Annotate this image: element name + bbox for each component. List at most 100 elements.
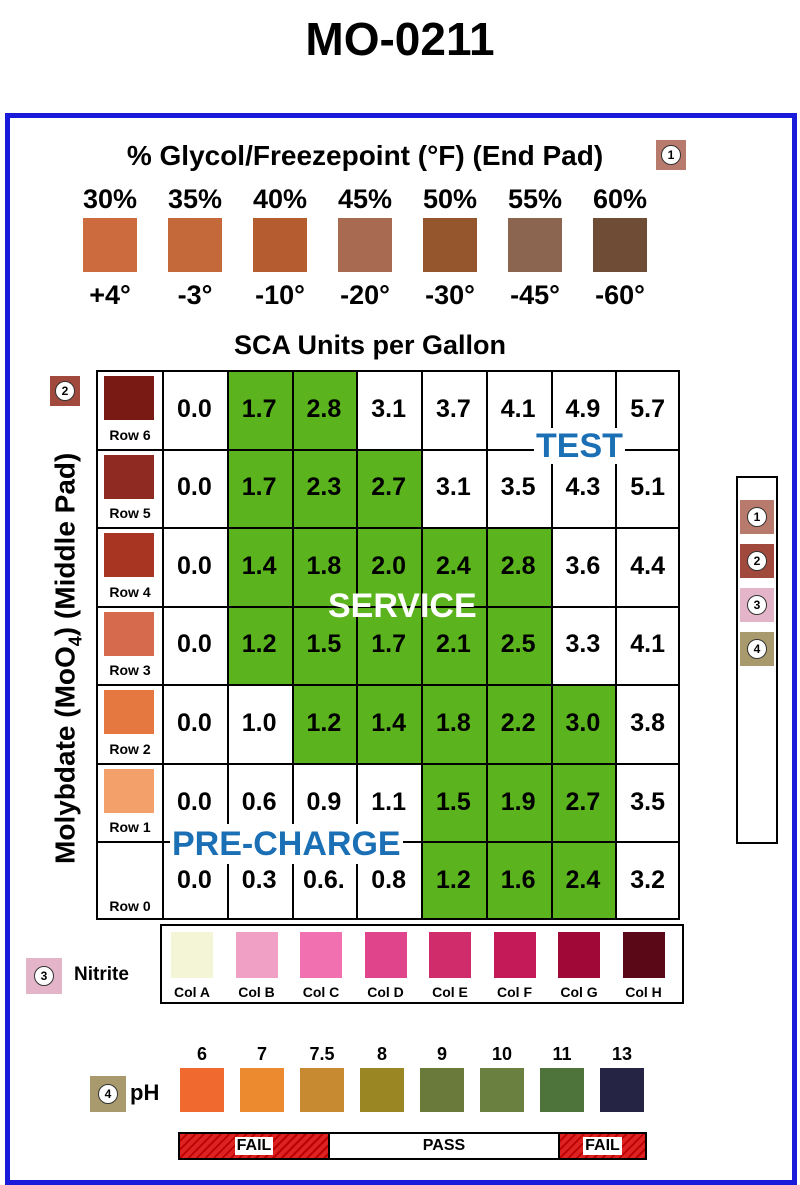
fail-left-segment: FAIL xyxy=(180,1134,328,1158)
ph-value: 11 xyxy=(552,1044,572,1064)
nitrite-swatch xyxy=(171,932,213,978)
freezepoint-value: -45° xyxy=(510,280,560,310)
glycol-percent: 45% xyxy=(337,184,393,214)
nitrite-columns: Col A Col B Col C Col D Col E Col F Col G Col H xyxy=(160,924,684,1004)
pass-segment: PASS xyxy=(328,1134,560,1158)
badge-number: 4 xyxy=(98,1084,118,1104)
row-label: Row 4 xyxy=(109,583,151,600)
grid-divider xyxy=(96,762,680,765)
nitrite-column: Col D xyxy=(360,930,412,1000)
nitrite-column: Col A xyxy=(166,930,218,1000)
sca-value: 2.0 xyxy=(371,551,406,580)
sca-value: 3.0 xyxy=(565,709,601,738)
row-swatch xyxy=(104,454,154,499)
ph-swatch xyxy=(300,1068,344,1112)
sca-value: 0.0 xyxy=(176,630,212,659)
service-zone-fill xyxy=(226,527,551,606)
sca-value: 0.0 xyxy=(176,394,212,423)
sca-value: 1.6 xyxy=(500,866,536,895)
row-label: Row 3 xyxy=(109,662,151,679)
nitrite-swatch xyxy=(235,932,278,978)
sca-value: 2.7 xyxy=(371,473,406,502)
sca-value: 0.0 xyxy=(176,787,212,816)
ph-swatch xyxy=(480,1068,524,1112)
column-label: Col E xyxy=(432,984,468,1000)
ph-swatch xyxy=(240,1068,284,1112)
sca-value: 2.1 xyxy=(435,630,471,659)
sca-value: 0.0 xyxy=(176,709,212,738)
nitrite-column: Col F xyxy=(489,930,541,1000)
glycol-percent: 30% xyxy=(82,184,138,214)
grid-divider xyxy=(162,370,164,920)
ph-value: 9 xyxy=(436,1044,447,1064)
glycol-percent: 40% xyxy=(252,184,308,214)
sca-value: 3.1 xyxy=(435,473,471,502)
grid-divider xyxy=(485,370,488,920)
grid-divider xyxy=(550,370,553,920)
sca-value: 4.1 xyxy=(630,630,665,659)
glycol-swatch xyxy=(423,218,477,272)
nitrite-badge: 3 xyxy=(26,958,62,994)
freezepoint-value: -30° xyxy=(425,280,475,310)
row-label: Row 1 xyxy=(109,819,151,836)
legend-pad: 2 xyxy=(740,544,774,578)
legend-pad: 1 xyxy=(740,500,774,534)
sca-value: 1.1 xyxy=(371,787,406,816)
grid-border xyxy=(96,370,680,920)
sca-value: 3.5 xyxy=(630,787,665,816)
nitrite-label: Nitrite xyxy=(74,964,129,985)
sca-value: 0.0 xyxy=(176,473,212,502)
glycol-swatch xyxy=(253,218,307,272)
ph-value: 7 xyxy=(256,1044,267,1064)
row-swatch xyxy=(104,376,154,420)
sca-value: 3.6 xyxy=(565,551,601,580)
glycol-swatch xyxy=(168,218,222,272)
legend-pad: 3 xyxy=(740,588,774,622)
row-label: Row 6 xyxy=(109,426,151,443)
sca-value: 1.5 xyxy=(306,630,342,659)
sca-title: SCA Units per Gallon xyxy=(233,330,507,360)
nitrite-column: Col C xyxy=(295,930,347,1000)
row-swatch xyxy=(104,611,154,656)
sca-value: 4.3 xyxy=(565,473,601,502)
service-zone-fill xyxy=(421,841,616,920)
service-zone-fill xyxy=(421,762,616,842)
sca-value: 2.7 xyxy=(565,787,601,816)
sca-value: 3.8 xyxy=(630,709,665,738)
sca-value: 3.7 xyxy=(435,394,471,423)
row-swatch xyxy=(104,768,154,813)
row-swatch xyxy=(104,690,154,735)
ph-value: 6 xyxy=(196,1044,207,1064)
freezepoint-value: -60° xyxy=(595,280,645,310)
freezepoint-value: -3° xyxy=(177,280,213,310)
sca-value: 5.7 xyxy=(630,394,665,423)
sca-value: 1.4 xyxy=(241,551,277,580)
ph-value: 13 xyxy=(611,1044,633,1064)
sca-value: 2.4 xyxy=(565,866,601,895)
sca-value: 0.0 xyxy=(176,866,212,895)
sca-value: 4.4 xyxy=(630,551,665,580)
grid-divider xyxy=(96,527,680,530)
grid-divider xyxy=(96,448,680,451)
freezepoint-value: +4° xyxy=(89,280,131,310)
nitrite-column: Col B xyxy=(231,930,283,1000)
grid-divider xyxy=(615,370,618,920)
badge-number: 2 xyxy=(55,381,75,401)
sca-value: 1.2 xyxy=(241,630,277,659)
freezepoint-value: -10° xyxy=(255,280,305,310)
sca-value: 2.8 xyxy=(306,394,342,423)
row-swatch xyxy=(104,533,154,578)
column-label: Col A xyxy=(173,984,211,1000)
freezepoint-value: -20° xyxy=(340,280,390,310)
sca-value: 1.2 xyxy=(435,866,471,895)
glycol-title: % Glycol/Freezepoint (°F) (End Pad) xyxy=(126,140,604,171)
nitrite-swatch xyxy=(300,932,342,978)
sca-value: 3.3 xyxy=(565,630,601,659)
ph-swatch xyxy=(420,1068,464,1112)
sca-value: 2.3 xyxy=(306,473,342,502)
ph-value: 10 xyxy=(491,1044,513,1064)
column-label: Col H xyxy=(625,984,662,1000)
nitrite-column: Col H xyxy=(618,930,670,1000)
grid-divider xyxy=(421,370,423,920)
glycol-swatch xyxy=(83,218,137,272)
